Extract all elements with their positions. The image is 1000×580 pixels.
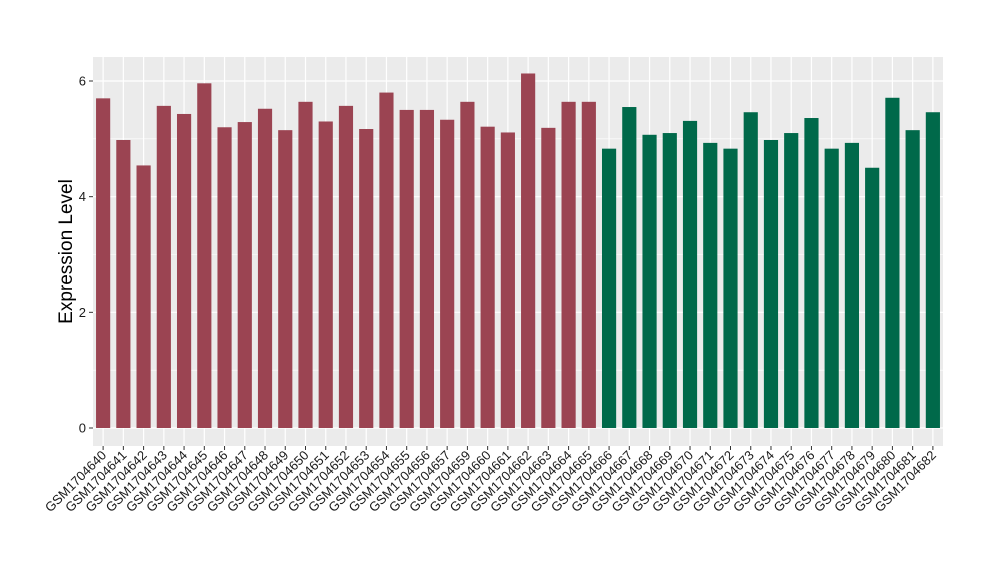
bar xyxy=(743,112,758,428)
bar xyxy=(622,107,637,429)
x-axis: GSM1704640GSM1704641GSM1704642GSM1704643… xyxy=(42,446,939,515)
bar xyxy=(682,120,698,428)
bar xyxy=(96,98,111,428)
bar xyxy=(662,133,677,429)
bar xyxy=(298,101,313,428)
bar xyxy=(440,119,455,428)
y-axis: 0 2 4 6 xyxy=(79,74,93,436)
bar xyxy=(581,101,596,428)
bar xyxy=(541,127,556,428)
y-tick-label: 6 xyxy=(79,74,86,89)
plot-panel xyxy=(93,57,943,446)
bar xyxy=(723,148,738,429)
bar xyxy=(500,132,515,428)
bar xyxy=(480,126,495,429)
bar xyxy=(257,108,273,428)
minor-gridlines xyxy=(93,138,943,371)
bar xyxy=(359,129,374,429)
bar xyxy=(156,105,171,428)
bar xyxy=(763,139,779,429)
bar xyxy=(399,109,414,429)
bar xyxy=(379,92,394,429)
bar xyxy=(925,112,940,428)
bar xyxy=(561,101,576,428)
bar xyxy=(905,130,920,429)
bar xyxy=(338,105,354,428)
bar xyxy=(865,167,880,428)
bar xyxy=(278,130,293,429)
bar xyxy=(804,118,819,428)
bar xyxy=(237,122,252,428)
y-axis-title: Expression Level xyxy=(56,179,77,324)
bar xyxy=(601,148,617,429)
bar xyxy=(784,133,799,429)
bar xyxy=(642,134,657,428)
bar xyxy=(824,148,839,429)
bar xyxy=(217,127,232,429)
bar xyxy=(176,113,192,428)
bars xyxy=(96,73,940,429)
bar xyxy=(885,97,900,428)
y-tick-label: 4 xyxy=(79,189,86,204)
bar xyxy=(703,142,718,429)
bar xyxy=(521,73,536,429)
bar xyxy=(460,101,475,428)
bar xyxy=(844,142,860,429)
y-tick-label: 2 xyxy=(79,305,86,320)
bar xyxy=(419,109,435,429)
y-tick-label: 0 xyxy=(79,421,86,436)
bar xyxy=(197,83,212,429)
bar xyxy=(116,139,131,429)
bar xyxy=(136,165,151,429)
bar xyxy=(318,121,333,428)
